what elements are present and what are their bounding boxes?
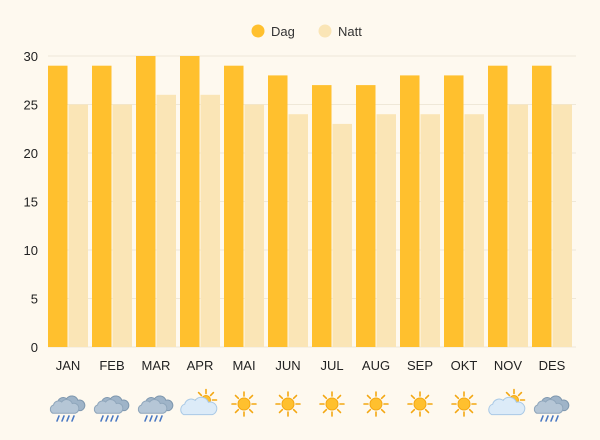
y-tick-label: 10 — [24, 243, 38, 258]
bar-dag-sep[interactable] — [400, 75, 420, 348]
bar-natt-aug[interactable] — [376, 114, 397, 347]
bar-natt-sep[interactable] — [420, 114, 441, 347]
legend-swatch — [318, 24, 332, 38]
x-axis: JAN FEB MAR APR MAI JUN JUL AUG SEP OKT NOV DES — [56, 358, 566, 373]
bar-natt-mai[interactable] — [244, 104, 265, 348]
y-tick-label: 15 — [24, 195, 38, 210]
bar-natt-okt[interactable] — [464, 114, 485, 347]
x-tick-label: SEP — [407, 358, 433, 373]
sun-icon — [231, 391, 257, 417]
bar-natt-feb[interactable] — [112, 104, 133, 348]
partly-cloudy-icon — [180, 388, 218, 416]
bar-dag-feb[interactable] — [92, 65, 112, 347]
x-tick-label: NOV — [494, 358, 523, 373]
bar-dag-mar[interactable] — [136, 56, 156, 347]
bar-dag-jun[interactable] — [268, 75, 288, 348]
bar-dag-okt[interactable] — [444, 75, 464, 348]
sun-icon — [275, 391, 301, 417]
y-tick-label: 25 — [24, 98, 38, 113]
legend[interactable]: Dag Natt — [251, 24, 363, 39]
bar-dag-aug[interactable] — [356, 85, 376, 347]
x-tick-label: DES — [539, 358, 566, 373]
x-tick-label: JUL — [320, 358, 343, 373]
y-tick-label: 30 — [24, 49, 38, 64]
bar-natt-jun[interactable] — [288, 114, 309, 347]
x-tick-label: MAI — [232, 358, 255, 373]
y-tick-label: 20 — [24, 146, 38, 161]
bar-dag-jul[interactable] — [312, 85, 332, 347]
bar-natt-jan[interactable] — [68, 104, 89, 348]
x-tick-label: AUG — [362, 358, 390, 373]
rain-cloud-icon — [49, 395, 86, 422]
legend-swatch — [251, 24, 265, 38]
bar-natt-mar[interactable] — [156, 94, 177, 347]
sun-icon — [451, 391, 477, 417]
bar-natt-jul[interactable] — [332, 123, 353, 348]
y-tick-label: 5 — [31, 292, 38, 307]
legend-item-dag[interactable]: Dag — [251, 24, 295, 39]
weather-icons — [49, 388, 570, 422]
rain-cloud-icon — [137, 395, 174, 422]
bar-dag-mai[interactable] — [224, 65, 244, 347]
rain-cloud-icon — [93, 395, 130, 422]
legend-label: Natt — [338, 24, 362, 39]
rain-cloud-icon — [533, 395, 570, 422]
bar-dag-jan[interactable] — [48, 65, 68, 347]
x-tick-label: FEB — [99, 358, 124, 373]
x-tick-label: APR — [187, 358, 214, 373]
x-tick-label: OKT — [451, 358, 478, 373]
x-tick-label: MAR — [142, 358, 171, 373]
bar-dag-nov[interactable] — [488, 65, 508, 347]
bar-natt-nov[interactable] — [508, 104, 529, 348]
bar-natt-des[interactable] — [552, 104, 573, 348]
legend-label: Dag — [271, 24, 295, 39]
legend-item-natt[interactable]: Natt — [318, 24, 363, 39]
y-axis: 0 5 10 15 20 25 30 — [24, 49, 38, 355]
bar-natt-apr[interactable] — [200, 94, 221, 347]
bar-dag-des[interactable] — [532, 65, 552, 347]
sun-icon — [407, 391, 433, 417]
partly-cloudy-icon — [488, 388, 526, 416]
bars — [48, 56, 573, 348]
x-tick-label: JAN — [56, 358, 81, 373]
bar-dag-apr[interactable] — [180, 56, 200, 347]
x-tick-label: JUN — [275, 358, 300, 373]
sun-icon — [319, 391, 345, 417]
sun-icon — [363, 391, 389, 417]
y-tick-label: 0 — [31, 340, 38, 355]
